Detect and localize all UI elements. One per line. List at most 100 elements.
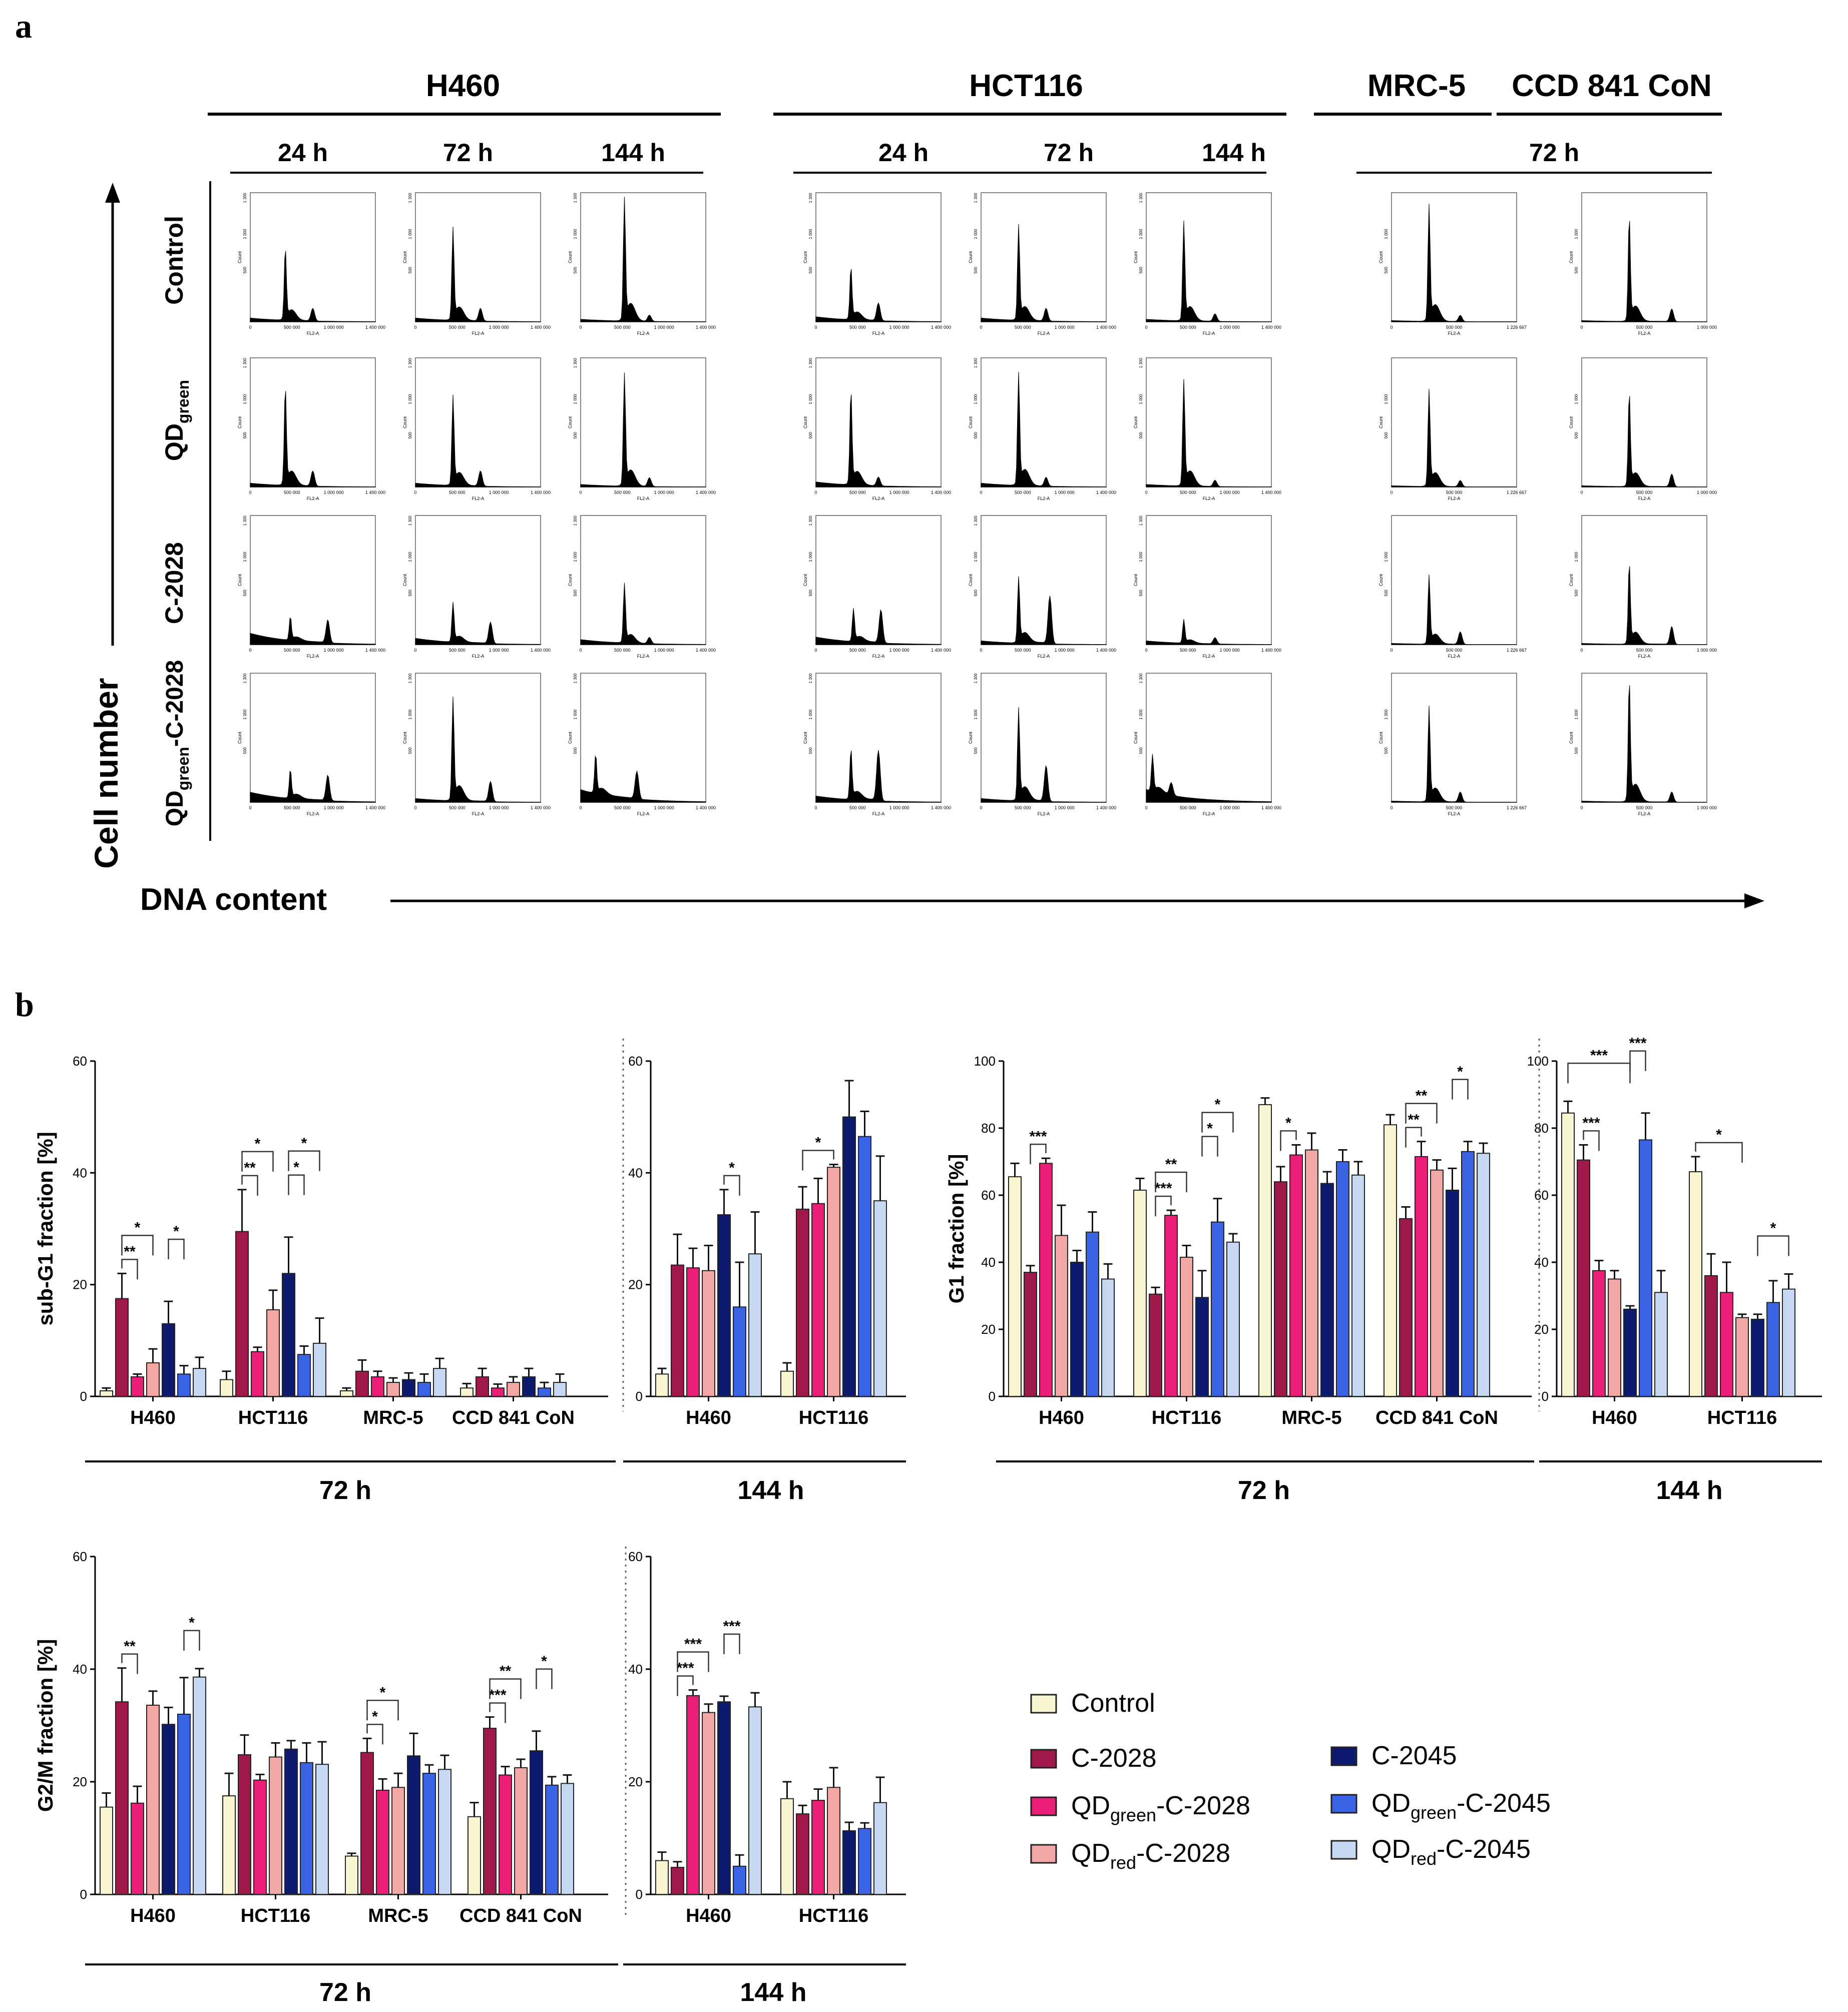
bar bbox=[266, 1309, 280, 1397]
bar bbox=[1415, 1156, 1428, 1397]
histogram-y-tick: 1 000 bbox=[408, 709, 412, 720]
histogram-x-tick: 1 400 000 bbox=[696, 805, 716, 810]
significance-bracket bbox=[1201, 1136, 1218, 1157]
bar bbox=[483, 1728, 497, 1895]
histogram-y-label: Count bbox=[1569, 732, 1574, 744]
histogram-x-label: FL2-A bbox=[637, 496, 650, 501]
histogram-y-tick: 500 bbox=[1574, 267, 1579, 274]
significance-bracket bbox=[1155, 1171, 1187, 1193]
bar bbox=[468, 1816, 481, 1895]
dna-content-arrowhead bbox=[1744, 893, 1764, 908]
histogram-y-label: Count bbox=[237, 732, 242, 744]
bar bbox=[100, 1806, 113, 1895]
histogram-y-tick: 1 000 bbox=[808, 394, 813, 404]
histogram-y-tick: 1 000 bbox=[808, 229, 813, 239]
bar bbox=[417, 1382, 431, 1397]
histogram-y-tick: 500 bbox=[408, 267, 412, 274]
category-label: H460 bbox=[130, 1407, 176, 1428]
significance-label: * bbox=[1716, 1127, 1722, 1143]
bar bbox=[858, 1828, 871, 1895]
bar bbox=[1592, 1270, 1606, 1397]
histogram-y-label: Count bbox=[237, 416, 242, 429]
histogram-x-tick: 1 400 000 bbox=[696, 648, 716, 653]
histogram-x-label: FL2-A bbox=[1203, 496, 1215, 501]
histogram-x-tick: 1 400 000 bbox=[696, 490, 716, 495]
significance-bracket bbox=[288, 1174, 305, 1195]
histogram-y-tick: 500 bbox=[974, 747, 978, 754]
y-axis-label: G2/M fraction [%] bbox=[34, 1639, 57, 1812]
y-tick-label: 40 bbox=[1534, 1255, 1549, 1270]
histogram-y-label: Count bbox=[568, 251, 573, 264]
histogram-curve bbox=[250, 617, 376, 645]
histogram-y-tick: 500 bbox=[1384, 432, 1389, 439]
significance-bracket bbox=[1405, 1127, 1422, 1148]
y-tick-label: 20 bbox=[981, 1322, 996, 1337]
histogram-x-tick: 0 bbox=[1145, 648, 1147, 653]
histogram-y-tick: 500 bbox=[1574, 747, 1579, 754]
histogram-x-tick: 1 400 000 bbox=[1261, 490, 1281, 495]
histogram-x-tick: 500 000 bbox=[849, 805, 866, 810]
bar bbox=[402, 1379, 415, 1397]
bar bbox=[780, 1798, 794, 1895]
bar bbox=[1133, 1189, 1147, 1397]
legend-label: QDred-C-2028 bbox=[1071, 1839, 1230, 1873]
histogram-y-label: Count bbox=[1569, 416, 1574, 429]
histogram-x-tick: 1 400 000 bbox=[531, 805, 551, 810]
y-tick-label: 20 bbox=[628, 1277, 643, 1292]
histogram-y-tick: 1 000 bbox=[1574, 709, 1579, 720]
histogram-x-tick: 1 000 000 bbox=[1055, 648, 1075, 653]
histogram-x-tick: 1 000 000 bbox=[889, 325, 909, 330]
histogram-x-label: FL2-A bbox=[1448, 654, 1461, 659]
bar bbox=[827, 1787, 840, 1895]
histogram-grid: 0 500 000 1 000 000 1 400 000FL2-ACount5001… bbox=[237, 192, 1717, 816]
bar bbox=[1654, 1292, 1668, 1397]
bar bbox=[811, 1800, 825, 1895]
bar bbox=[360, 1752, 374, 1895]
histogram-y-label: Count bbox=[968, 416, 973, 429]
bar bbox=[1195, 1297, 1209, 1397]
histogram-y-label: Count bbox=[568, 732, 573, 744]
legend-swatch bbox=[1330, 1840, 1357, 1860]
histogram-y-tick: 1 000 bbox=[974, 229, 978, 239]
histogram-y-label: Count bbox=[402, 251, 407, 264]
bar bbox=[146, 1705, 160, 1895]
histogram-x-tick: 500 000 bbox=[614, 648, 631, 653]
significance-label: * bbox=[1207, 1121, 1213, 1137]
bar bbox=[1446, 1189, 1459, 1397]
histogram-y-label: Count bbox=[237, 574, 242, 587]
bar bbox=[1258, 1104, 1272, 1397]
histogram-x-label: FL2-A bbox=[1203, 811, 1215, 816]
histogram-x-tick: 1 000 000 bbox=[654, 325, 674, 330]
significance-bracket bbox=[1629, 1050, 1646, 1071]
category-label: HCT116 bbox=[799, 1905, 868, 1926]
histogram-y-tick: 500 bbox=[808, 747, 813, 754]
bar bbox=[1704, 1275, 1718, 1397]
significance-label: * bbox=[301, 1135, 307, 1152]
time-label-g2m-144h: 144 h bbox=[740, 1978, 807, 2007]
significance-bracket bbox=[1201, 1112, 1234, 1133]
histogram-y-tick: 1 000 bbox=[808, 552, 813, 562]
histogram-y-tick: 1 000 bbox=[1384, 394, 1389, 404]
histogram-x-label: FL2-A bbox=[872, 331, 885, 336]
histogram-y-tick: 500 bbox=[408, 590, 412, 597]
histogram-x-tick: 1 226 667 bbox=[1507, 648, 1527, 653]
significance-label: * bbox=[189, 1615, 195, 1631]
histogram-x-tick: 0 bbox=[249, 648, 251, 653]
histogram-y-tick: 500 bbox=[1139, 747, 1143, 754]
histogram-y-tick: 1 300 bbox=[243, 193, 247, 203]
histogram-x-tick: 0 bbox=[814, 805, 817, 810]
significance-label: * bbox=[380, 1684, 386, 1701]
histogram-x-tick: 1 400 000 bbox=[931, 325, 951, 330]
y-tick-label: 40 bbox=[981, 1255, 996, 1270]
histogram-y-tick: 1 000 bbox=[243, 229, 247, 239]
histogram-y-tick: 1 000 bbox=[1384, 709, 1389, 720]
histogram-x-tick: 500 000 bbox=[849, 648, 866, 653]
bar bbox=[858, 1136, 871, 1397]
